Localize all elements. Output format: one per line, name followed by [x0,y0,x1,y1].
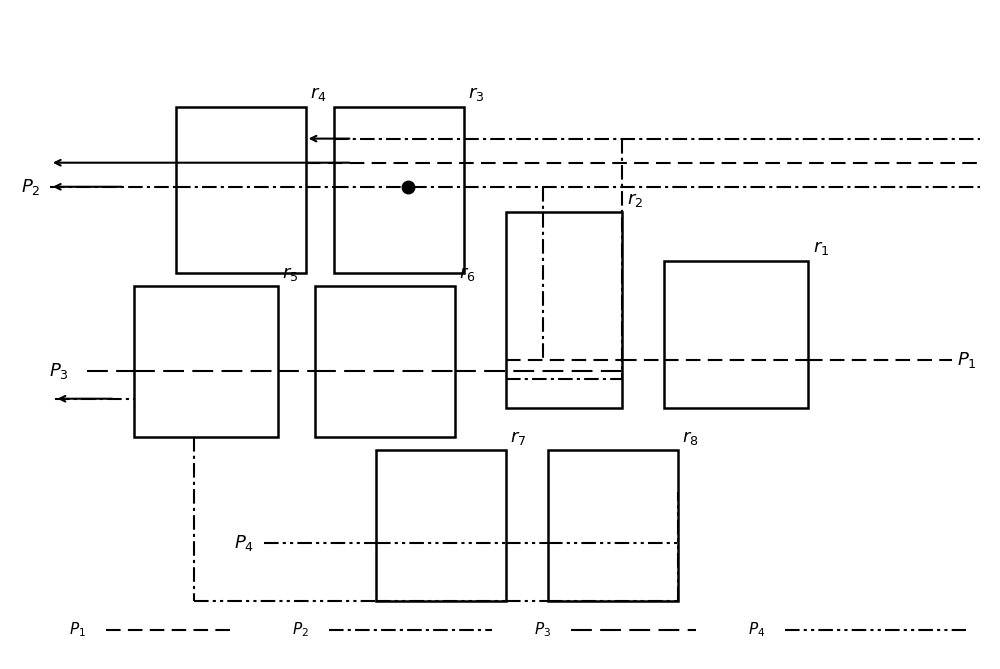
Text: $P_2$: $P_2$ [292,621,309,640]
Text: $P_2$: $P_2$ [21,177,41,197]
Bar [664,261,808,408]
Text: $r_6$: $r_6$ [459,265,476,283]
Text: $P_4$: $P_4$ [748,621,765,640]
Text: $r_7$: $r_7$ [510,429,527,447]
Text: $r_4$: $r_4$ [310,85,327,103]
Text: $P_3$: $P_3$ [534,621,551,640]
Text: $r_8$: $r_8$ [682,429,699,447]
Text: $P_4$: $P_4$ [234,533,255,553]
Bar [176,106,306,274]
Bar [334,106,464,274]
Text: $P_1$: $P_1$ [69,621,86,640]
Bar [134,286,278,438]
Text: $P_1$: $P_1$ [957,350,976,370]
Bar [376,450,506,601]
Bar [506,213,622,408]
Text: $r_3$: $r_3$ [468,85,485,103]
Text: $P_3$: $P_3$ [49,361,69,381]
Text: $r_2$: $r_2$ [627,191,643,209]
Bar [548,450,678,601]
Text: $r_5$: $r_5$ [283,265,299,283]
Bar [315,286,455,438]
Text: $r_1$: $r_1$ [813,240,829,258]
